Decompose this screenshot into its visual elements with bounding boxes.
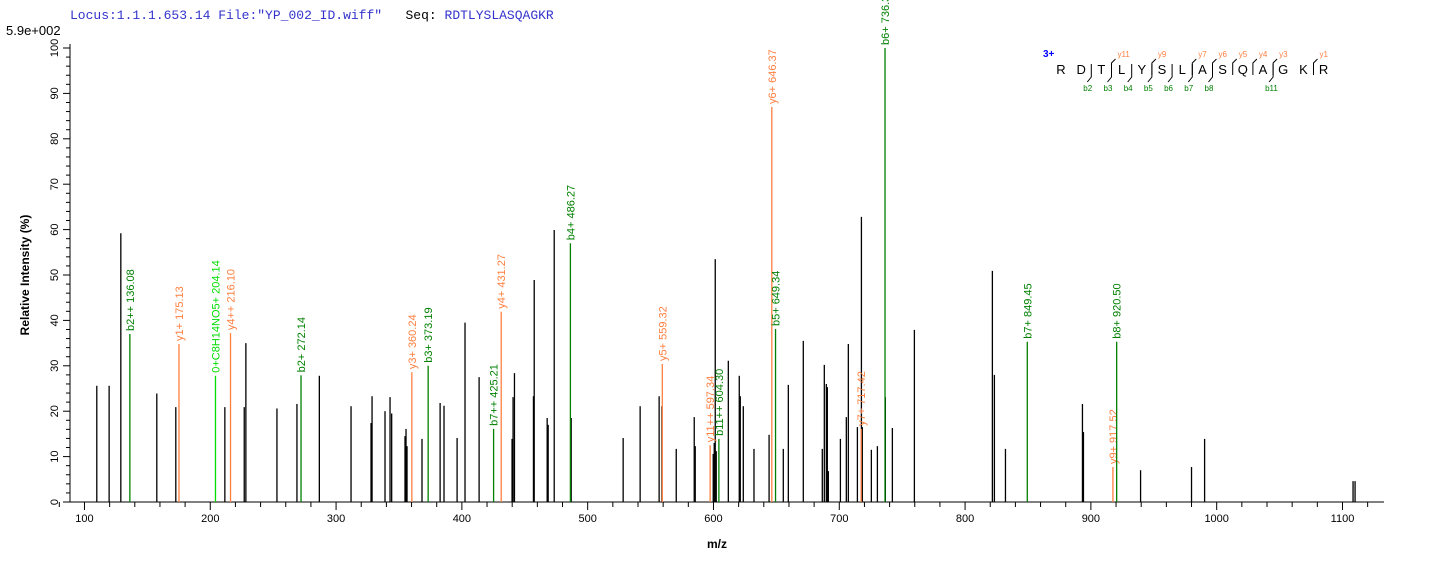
y-tick-label: 50 [49, 269, 61, 281]
b-ion-label: b2 [1083, 84, 1092, 93]
residue: G [1278, 62, 1288, 77]
peak-label: b4+ 486.27 [565, 185, 577, 240]
y-ion-label: y1 [1320, 50, 1329, 59]
peak-label: b5+ 649.34 [771, 271, 783, 326]
y-ion-label: y9 [1158, 50, 1167, 59]
b-ion-bracket [1147, 64, 1153, 83]
spectrum-header: Locus:1.1.1.653.14 File:"YP_002_ID.wiff"… [70, 8, 554, 23]
peak-label: b8+ 920.50 [1112, 283, 1124, 338]
b-ion-bracket [1086, 64, 1092, 83]
b-ion-bracket [1187, 64, 1193, 83]
peak-label: b6+ 736.36 [880, 0, 892, 45]
b-ion-bracket [1127, 64, 1133, 83]
residue: A [1198, 62, 1207, 77]
y-ion-label: y6 [1219, 50, 1228, 59]
y-tick-label: 10 [49, 450, 61, 462]
x-tick-label: 200 [201, 513, 219, 525]
y-tick-label: 90 [49, 87, 61, 99]
x-axis-label: m/z [707, 537, 727, 551]
residue: R [1319, 62, 1328, 77]
peak-label: y4++ 216.10 [226, 269, 238, 330]
residue: S [1158, 62, 1167, 77]
residue: A [1259, 62, 1268, 77]
x-tick-label: 400 [453, 513, 471, 525]
peak-label: 0+C8H14NO5+ 204.14 [210, 260, 222, 373]
y-ion-bracket [1313, 58, 1318, 75]
y-ion-bracket [1252, 58, 1258, 75]
residue: L [1118, 62, 1125, 77]
residue: K [1299, 62, 1308, 77]
peak-label: y11++ 597.34 [705, 376, 717, 442]
b-ion-label: b7 [1184, 84, 1193, 93]
residue: D [1077, 62, 1086, 77]
b-ion-bracket [1268, 64, 1274, 83]
b-ion-label: b4 [1124, 84, 1133, 93]
y-ion-label: y3 [1279, 50, 1288, 59]
x-tick-label: 300 [327, 513, 345, 525]
peak-label: y7+ 717.42 [856, 371, 868, 426]
y-ion-label: y4 [1259, 50, 1268, 59]
locus-label: Locus:1.1.1.653.14 [70, 8, 211, 23]
y-ion-bracket [1111, 58, 1116, 75]
peak-label: y5+ 559.32 [657, 306, 669, 361]
b-ion-label: b11 [1265, 84, 1278, 93]
peak-label: y9+ 917.52 [1108, 409, 1120, 464]
residue: L [1179, 62, 1186, 77]
seq-label: Seq: [405, 8, 437, 23]
peak-label: y4+ 431.27 [496, 254, 508, 309]
y-ion-label: y7 [1198, 50, 1207, 59]
peak-label: y1+ 175.13 [174, 286, 186, 341]
x-tick-label: 100 [75, 513, 93, 525]
b-ion-label: b3 [1104, 84, 1113, 93]
y-tick-label: 0 [49, 499, 61, 505]
b-ion-bracket [1208, 64, 1213, 83]
residue: Y [1137, 62, 1146, 77]
y-tick-label: 80 [49, 133, 61, 145]
peak-label: b2+ 272.14 [296, 317, 308, 372]
peak-label: y3+ 360.24 [407, 314, 419, 369]
x-tick-label: 1000 [1204, 513, 1228, 525]
b-ion-label: b6 [1164, 84, 1173, 93]
y-tick-label: 100 [49, 39, 61, 57]
b-ion-label: b8 [1205, 84, 1214, 93]
peak-label: b3+ 373.19 [423, 307, 435, 362]
peak-label: b7+ 849.45 [1022, 283, 1034, 338]
x-tick-label: 700 [830, 513, 848, 525]
y-ion-label: y11 [1118, 50, 1131, 59]
b-ion-label: b5 [1144, 84, 1153, 93]
peak-label: y6+ 646.37 [767, 49, 779, 104]
y-ion-label: y5 [1239, 50, 1248, 59]
y-tick-label: 60 [49, 223, 61, 235]
y-tick-label: 30 [49, 360, 61, 372]
y-tick-label: 20 [49, 405, 61, 417]
residue: Q [1238, 62, 1248, 77]
x-tick-label: 800 [956, 513, 974, 525]
x-tick-label: 600 [704, 513, 722, 525]
peak-label: b11++ 604.30 [714, 369, 726, 436]
file-label: File:"YP_002_ID.wiff" [218, 8, 383, 23]
y-tick-label: 40 [49, 314, 61, 326]
y-axis-label: Relative Intensity (%) [18, 215, 32, 336]
b-ion-bracket [1167, 64, 1173, 83]
peak-label: b7++ 425.21 [489, 364, 501, 426]
y-ion-bracket [1232, 58, 1238, 75]
x-tick-label: 1100 [1331, 513, 1355, 525]
residue: R [1056, 62, 1065, 77]
charge-label: 3+ [1043, 49, 1055, 60]
y-ion-bracket [1212, 58, 1217, 75]
peak-label: b2++ 136.08 [125, 269, 137, 331]
b-ion-bracket [1107, 64, 1112, 83]
y-ion-bracket [1151, 58, 1157, 75]
residue: T [1097, 62, 1105, 77]
sequence-value: RDTLYSLASQAGKR [444, 8, 554, 23]
y-tick-label: 70 [49, 178, 61, 190]
y-ion-bracket [1191, 58, 1197, 75]
intensity-scale-label: 5.9e+002 [6, 23, 61, 38]
residue: S [1218, 62, 1227, 77]
x-tick-label: 500 [578, 513, 596, 525]
y-ion-bracket [1272, 58, 1278, 75]
x-tick-label: 900 [1082, 513, 1100, 525]
